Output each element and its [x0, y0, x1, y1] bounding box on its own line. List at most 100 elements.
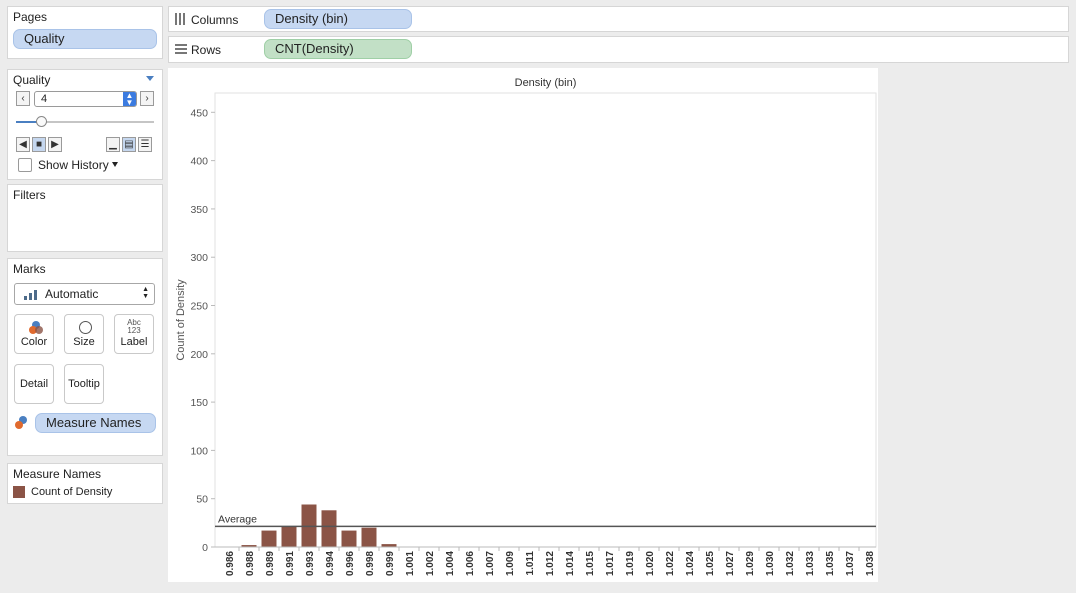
- x-tick-label: 1.014: [565, 551, 576, 576]
- x-tick-label: 1.012: [545, 551, 556, 576]
- speed-fast-icon: ☰: [140, 139, 150, 150]
- speed-slow-button[interactable]: ▁: [106, 137, 120, 152]
- color-button[interactable]: Color: [14, 314, 54, 354]
- x-tick-label: 1.037: [845, 551, 856, 576]
- speed-medium-button[interactable]: ▤: [122, 137, 136, 152]
- tooltip-button-label: Tooltip: [68, 378, 100, 390]
- bar-chart-icon: [24, 290, 38, 300]
- legend-swatch[interactable]: [13, 486, 25, 498]
- columns-density-bin-pill[interactable]: Density (bin): [264, 9, 412, 29]
- measure-names-pill[interactable]: Measure Names: [35, 413, 156, 433]
- select-arrows-icon: ▲ ▼: [142, 286, 149, 300]
- y-tick-label: 350: [190, 204, 208, 216]
- pages-quality-pill[interactable]: Quality: [13, 29, 157, 49]
- bar-chart[interactable]: Density (bin) Count of Density 0 50 100 150 20…: [168, 68, 880, 582]
- bar: [321, 510, 337, 547]
- play-backward-button[interactable]: ◀: [16, 137, 30, 152]
- legend-item-label[interactable]: Count of Density: [31, 486, 113, 498]
- stop-button[interactable]: ■: [32, 137, 46, 152]
- measure-names-legend: Measure Names Count of Density: [7, 463, 163, 504]
- quality-value-field[interactable]: 4 ▲ ▼: [34, 91, 137, 107]
- chevron-right-icon: ›: [145, 93, 149, 104]
- bar: [381, 544, 397, 547]
- columns-label: Columns: [191, 13, 239, 27]
- play-forward-icon: ▶: [51, 139, 59, 150]
- x-tick-label: 1.006: [465, 551, 476, 576]
- columns-icon: [175, 13, 187, 25]
- x-tick-label: 1.024: [685, 551, 696, 576]
- x-tick-label: 1.022: [665, 551, 676, 576]
- quality-page-control: Quality ‹ 4 ▲ ▼ › ◀ ■ ▶ ▁ ▤ ☰ Show Histor…: [7, 69, 163, 180]
- chevron-left-icon: ‹: [21, 93, 25, 104]
- columns-shelf[interactable]: Columns Density (bin): [168, 6, 1069, 32]
- show-history-label[interactable]: Show History: [38, 158, 109, 172]
- x-tick-label: 0.989: [265, 551, 276, 576]
- rows-shelf[interactable]: Rows CNT(Density): [168, 36, 1069, 63]
- mark-type-select[interactable]: Automatic ▲ ▼: [14, 283, 155, 305]
- y-tick-label: 400: [190, 156, 208, 168]
- x-tick-label: 1.029: [745, 551, 756, 576]
- y-tick-label: 300: [190, 252, 208, 264]
- color-encoding-icon: [15, 416, 29, 429]
- show-history-dropdown-icon[interactable]: [112, 162, 118, 167]
- size-button-label: Size: [73, 336, 95, 348]
- next-page-button[interactable]: ›: [140, 91, 154, 106]
- detail-button[interactable]: Detail: [14, 364, 54, 404]
- chart-view[interactable]: Density (bin) Count of Density 0 50 100 150 20…: [168, 68, 880, 582]
- label-button-label: Label: [120, 336, 148, 348]
- x-tick-label: 1.030: [765, 551, 776, 576]
- x-tick-label: 1.033: [805, 551, 816, 576]
- bar: [361, 527, 377, 547]
- x-tick-label: 0.986: [225, 551, 236, 576]
- x-tick-label: 1.004: [445, 551, 456, 576]
- y-tick-label: 250: [190, 301, 208, 313]
- speed-slow-icon: ▁: [109, 139, 117, 150]
- size-button[interactable]: Size: [64, 314, 104, 354]
- color-icon: [29, 321, 43, 334]
- speed-medium-icon: ▤: [124, 139, 134, 150]
- bar: [341, 530, 357, 547]
- label-icon-123: 123: [127, 326, 141, 335]
- play-forward-button[interactable]: ▶: [48, 137, 62, 152]
- bar: [261, 530, 277, 547]
- filters-card[interactable]: Filters: [7, 184, 163, 252]
- rows-icon: [175, 43, 187, 55]
- y-tick-label: 100: [190, 445, 208, 457]
- x-tick-label: 1.019: [625, 551, 636, 576]
- pages-card: Pages Quality: [7, 6, 163, 59]
- stepper-arrows-icon[interactable]: ▲ ▼: [123, 92, 136, 107]
- y-tick-label: 0: [202, 542, 208, 554]
- x-tick-label: 0.991: [285, 551, 296, 576]
- label-icon: Abc 123: [115, 319, 153, 335]
- quality-card-menu-icon[interactable]: [146, 76, 154, 81]
- x-tick-label: 1.032: [785, 551, 796, 576]
- slider-thumb[interactable]: [35, 116, 47, 127]
- legend-title: Measure Names: [13, 467, 102, 481]
- chart-title: Density (bin): [515, 77, 577, 89]
- detail-button-label: Detail: [19, 378, 49, 390]
- x-tick-label: 1.001: [405, 551, 416, 576]
- speed-fast-button[interactable]: ☰: [138, 137, 152, 152]
- x-tick-label: 1.027: [725, 551, 736, 576]
- tooltip-button[interactable]: Tooltip: [64, 364, 104, 404]
- rows-label: Rows: [191, 43, 222, 57]
- slider-fill: [16, 121, 41, 123]
- x-tick-label: 1.002: [425, 551, 436, 576]
- x-tick-label: 1.015: [585, 551, 596, 576]
- size-icon: [79, 321, 92, 334]
- page-slider[interactable]: [16, 116, 154, 128]
- y-tick-label: 150: [190, 397, 208, 409]
- show-history-checkbox[interactable]: [18, 158, 32, 172]
- slider-track: [16, 121, 154, 123]
- x-tick-label: 0.994: [325, 551, 336, 576]
- label-button[interactable]: Abc 123 Label: [114, 314, 154, 354]
- x-tick-label: 1.020: [645, 551, 656, 576]
- bar: [281, 526, 297, 547]
- filters-title: Filters: [13, 188, 46, 202]
- x-tick-label: 1.009: [505, 551, 516, 576]
- rows-cnt-density-pill[interactable]: CNT(Density): [264, 39, 412, 59]
- x-tick-label: 0.996: [345, 551, 356, 576]
- previous-page-button[interactable]: ‹: [16, 91, 30, 106]
- quality-value: 4: [41, 93, 48, 105]
- pages-title: Pages: [13, 10, 48, 24]
